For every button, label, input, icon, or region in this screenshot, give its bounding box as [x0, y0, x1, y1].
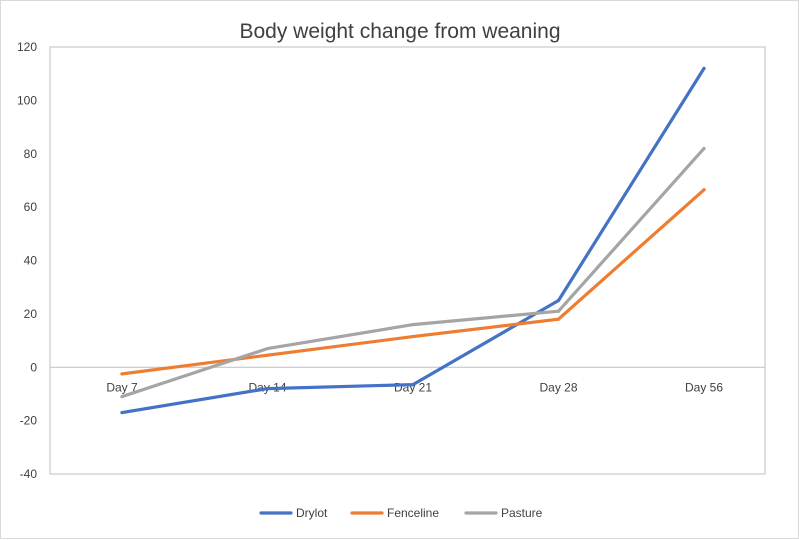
legend-label-fenceline: Fenceline	[387, 506, 439, 520]
y-tick-label: 60	[24, 200, 38, 214]
y-tick-label: 100	[17, 93, 37, 107]
data-point-drylot	[702, 66, 706, 70]
series-line-drylot	[120, 66, 706, 415]
y-axis-tick-labels: -40 -20 0 20 40 60 80 100 120	[17, 40, 37, 481]
x-tick-label: Day 7	[106, 380, 138, 394]
chart-title: Body weight change from weaning	[239, 20, 560, 43]
data-point-pasture	[265, 346, 270, 351]
x-axis-tick-labels: Day 7 Day 14 Day 21 Day 28 Day 56	[106, 380, 723, 394]
data-point-fenceline	[702, 188, 706, 192]
data-point-drylot	[265, 387, 270, 391]
legend-label-drylot: Drylot	[296, 506, 328, 520]
data-point-fenceline	[120, 372, 124, 376]
legend-label-pasture: Pasture	[501, 506, 543, 520]
y-tick-label: -40	[20, 467, 38, 481]
data-point-drylot	[120, 411, 124, 415]
data-point-pasture	[411, 322, 415, 327]
data-point-fenceline	[265, 353, 270, 357]
y-tick-label: -20	[20, 414, 38, 428]
y-tick-label: 40	[24, 254, 38, 268]
x-tick-label: Day 56	[685, 380, 723, 394]
plot-area	[49, 46, 766, 475]
y-tick-label: 20	[24, 307, 38, 321]
data-point-fenceline	[556, 317, 561, 321]
data-point-pasture	[120, 395, 124, 399]
x-tick-label: Day 28	[539, 380, 577, 394]
y-tick-label: 80	[24, 147, 38, 161]
y-tick-label: 120	[17, 40, 37, 54]
data-point-drylot	[411, 382, 415, 387]
series-lines	[120, 66, 706, 415]
y-tick-label: 0	[30, 360, 37, 374]
data-point-pasture	[702, 146, 706, 151]
series-line-pasture	[120, 146, 706, 399]
data-point-pasture	[556, 309, 561, 313]
data-point-fenceline	[411, 334, 415, 339]
x-tick-label: Day 21	[394, 380, 432, 394]
series-line-fenceline	[120, 188, 706, 376]
legend: Drylot Fenceline Pasture	[259, 506, 543, 520]
data-point-drylot	[556, 298, 561, 303]
